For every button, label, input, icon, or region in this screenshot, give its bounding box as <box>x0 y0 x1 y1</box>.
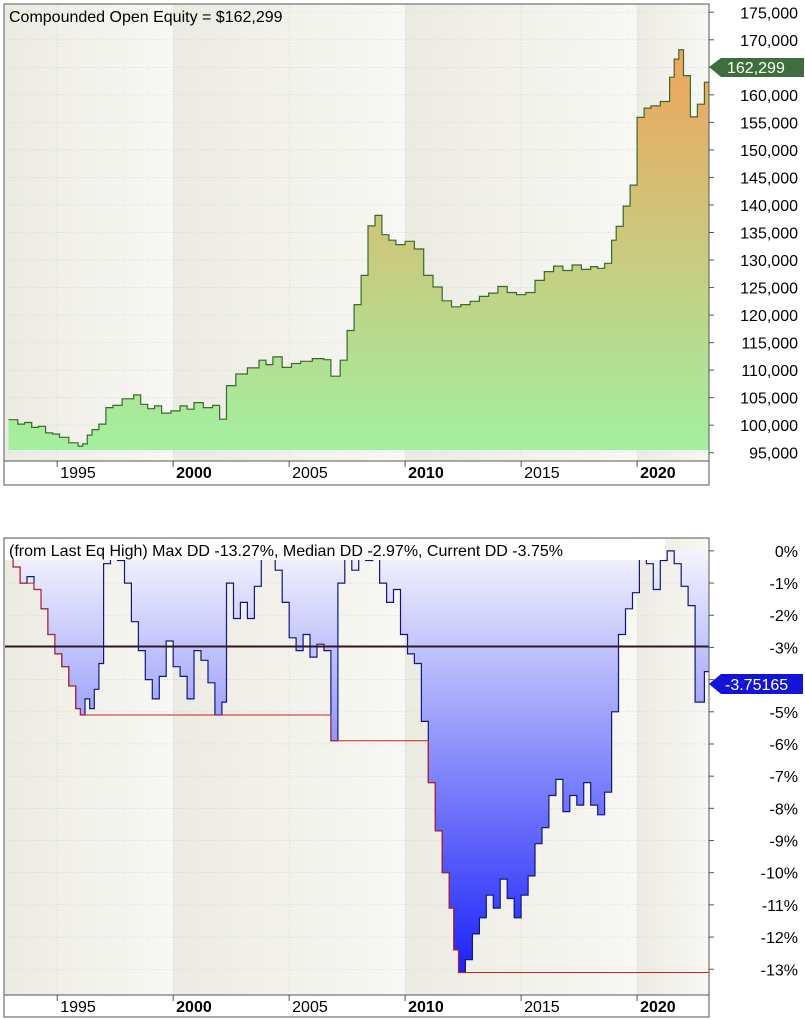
equity-y-tick-label: 120,000 <box>740 308 798 325</box>
drawdown-current-value-marker: -3.75165 <box>709 674 803 694</box>
drawdown-x-tick-label: 2020 <box>640 999 676 1016</box>
equity-y-tick-label: 145,000 <box>740 170 798 187</box>
equity-x-tick-label: 2020 <box>640 465 676 482</box>
drawdown-y-tick-label: -11% <box>762 898 798 915</box>
drawdown-x-tick-label: 2015 <box>524 999 560 1016</box>
equity-area <box>8 49 709 450</box>
drawdown-y-tick-label: 0% <box>775 544 798 561</box>
equity-x-tick-label: 2000 <box>176 465 212 482</box>
equity-y-tick-label: 170,000 <box>740 33 798 50</box>
equity-y-tick-label: 130,000 <box>740 253 798 270</box>
drawdown-y-axis: 0%-1%-2%-3%-4%-5%-6%-7%-8%-9%-10%-11%-12… <box>709 544 798 979</box>
equity-title: Compounded Open Equity = $162,299 <box>9 9 283 26</box>
equity-current-value-label: 162,299 <box>727 60 785 77</box>
equity-chart: 1995 2000 2005 2010 2015 2020 95,000 100,000 10… <box>3 3 804 486</box>
equity-y-tick-label: 135,000 <box>740 226 798 243</box>
equity-xaxis-frame <box>3 460 710 486</box>
drawdown-y-tick-label: -13% <box>761 962 798 979</box>
equity-y-tick-label: 160,000 <box>740 88 798 105</box>
drawdown-x-tick-label: 2005 <box>292 999 328 1016</box>
equity-marker-shape <box>709 58 804 77</box>
equity-y-tick-label: 105,000 <box>740 391 798 408</box>
drawdown-x-tick-label: 2010 <box>408 999 444 1016</box>
drawdown-marker-shape <box>709 674 803 694</box>
drawdown-current-value-label: -3.75165 <box>725 677 788 694</box>
drawdown-area <box>8 550 709 973</box>
equity-y-tick-label: 110,000 <box>741 363 798 380</box>
drawdown-xaxis-frame <box>3 994 710 1018</box>
equity-y-tick-label: 150,000 <box>740 143 798 160</box>
equity-y-tick-label: 95,000 <box>749 446 798 463</box>
equity-x-tick-label: 2005 <box>292 465 328 482</box>
equity-y-tick-label: 140,000 <box>740 198 798 215</box>
drawdown-title-bg <box>5 539 665 560</box>
max-drawdown-line <box>8 550 709 973</box>
equity-line <box>8 49 709 447</box>
equity-x-tick-label: 2010 <box>408 465 444 482</box>
drawdown-y-tick-label: -12% <box>761 930 798 947</box>
equity-x-axis: 1995 2000 2005 2010 2015 2020 <box>56 461 676 482</box>
drawdown-y-tick-label: -9% <box>770 834 798 851</box>
drawdown-y-tick-label: -3% <box>770 640 798 657</box>
drawdown-y-tick-label: -1% <box>770 576 798 593</box>
drawdown-y-tick-label: -7% <box>770 769 798 786</box>
equity-y-tick-label: 155,000 <box>740 115 798 132</box>
drawdown-y-tick-label: -10% <box>761 866 798 883</box>
drawdown-title: (from Last Eq High) Max DD -13.27%, Medi… <box>9 543 563 560</box>
equity-y-tick-label: 100,000 <box>740 418 798 435</box>
equity-y-tick-label: 125,000 <box>740 281 798 298</box>
drawdown-x-axis: 1995 2000 2005 2010 2015 2020 <box>56 995 676 1016</box>
equity-y-tick-label: 115,000 <box>741 336 798 353</box>
drawdown-x-tick-label: 2000 <box>176 999 212 1016</box>
equity-current-value-marker: 162,299 <box>709 58 804 77</box>
drawdown-y-tick-label: -6% <box>770 737 798 754</box>
drawdown-y-tick-label: -2% <box>770 608 798 625</box>
drawdown-x-tick-label: 1995 <box>60 999 96 1016</box>
equity-y-tick-label: 175,000 <box>740 5 798 22</box>
equity-x-tick-label: 2015 <box>524 465 560 482</box>
equity-x-tick-label: 1995 <box>60 465 96 482</box>
drawdown-y-tick-label: -5% <box>770 705 798 722</box>
drawdown-y-tick-label: -8% <box>770 801 798 818</box>
